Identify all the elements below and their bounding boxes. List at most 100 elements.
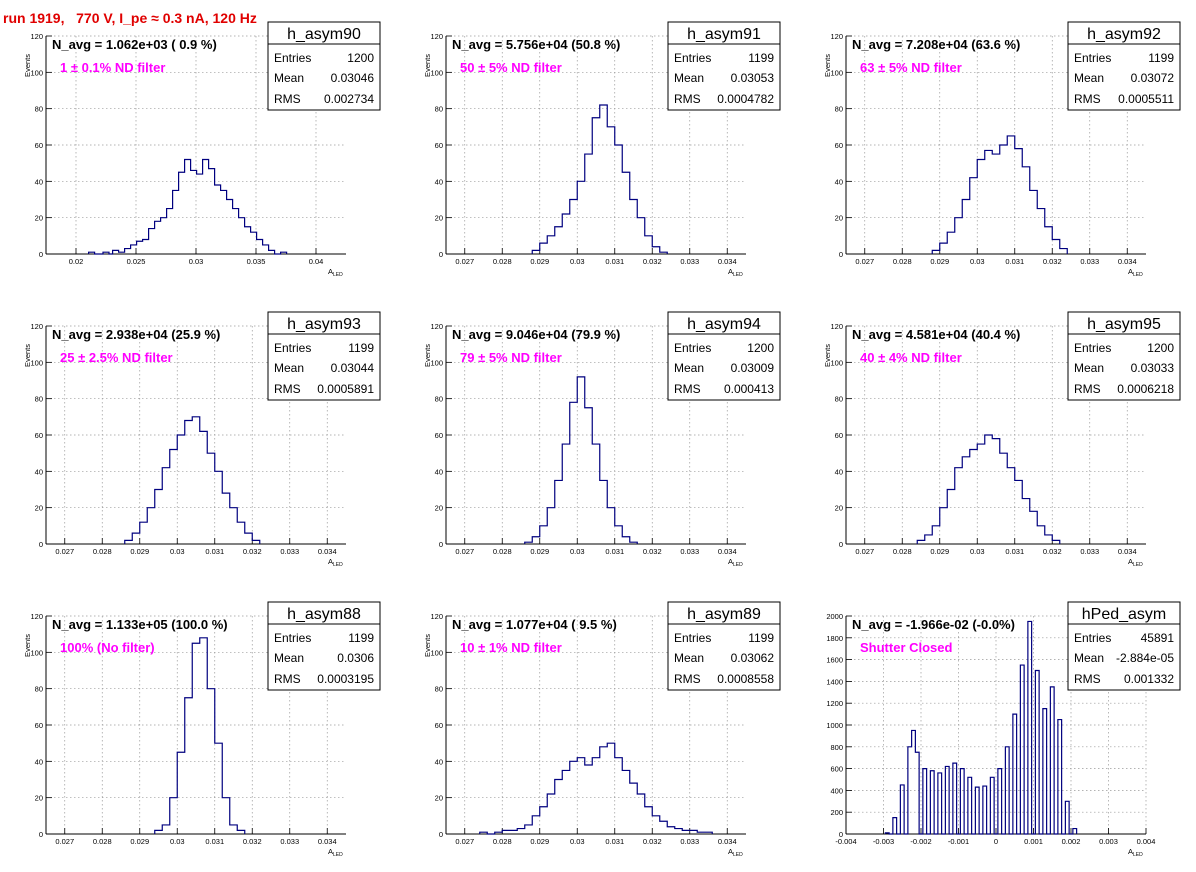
x-axis-title-subscript: LED bbox=[333, 272, 343, 278]
x-axis-title-subscript: LED bbox=[333, 562, 343, 568]
x-tick-label: 0.032 bbox=[643, 257, 662, 266]
x-axis-title-subscript: LED bbox=[1133, 272, 1143, 278]
x-axis-title-subscript: LED bbox=[733, 562, 743, 568]
stat-entries-value: 1199 bbox=[348, 631, 374, 645]
y-tick-label: 1600 bbox=[826, 656, 843, 665]
x-tick-label: 0.03 bbox=[970, 257, 985, 266]
histogram-line bbox=[931, 135, 1068, 254]
x-tick-label: 0.03 bbox=[189, 257, 204, 266]
stat-rms-value: 0.0006218 bbox=[1117, 382, 1174, 396]
x-axis-title: ALED bbox=[728, 267, 743, 278]
y-tick-label: 60 bbox=[835, 431, 843, 440]
x-tick-label: 0.031 bbox=[1005, 257, 1024, 266]
navg-label: N_avg = 5.756e+04 (50.8 %) bbox=[452, 37, 620, 52]
x-tick-label: 0.028 bbox=[93, 837, 112, 846]
stat-entries-value: 1199 bbox=[748, 51, 774, 65]
y-tick-label: 0 bbox=[439, 830, 443, 839]
y-tick-label: 120 bbox=[430, 322, 443, 331]
stat-mean-key: Mean bbox=[674, 361, 704, 375]
histogram-name: h_asym95 bbox=[1087, 316, 1161, 333]
stat-mean-key: Mean bbox=[674, 651, 704, 665]
filter-label: 40 ± 4% ND filter bbox=[860, 350, 962, 365]
x-tick-label: 0.028 bbox=[493, 837, 512, 846]
y-tick-label: 80 bbox=[835, 105, 843, 114]
y-tick-label: 60 bbox=[35, 431, 43, 440]
stats-box bbox=[267, 601, 381, 691]
y-tick-label: 40 bbox=[435, 177, 443, 186]
stats-box bbox=[1067, 21, 1181, 111]
stats-box bbox=[667, 311, 781, 401]
x-tick-label: 0.03 bbox=[570, 547, 585, 556]
stat-entries-value: 1199 bbox=[748, 631, 774, 645]
histogram-line bbox=[916, 434, 1061, 544]
x-tick-label: 0.027 bbox=[455, 257, 474, 266]
x-tick-label: 0.029 bbox=[530, 837, 549, 846]
histogram-line bbox=[884, 620, 1078, 835]
x-axis-title: ALED bbox=[1128, 267, 1143, 278]
stat-mean-value: 0.03046 bbox=[331, 71, 375, 85]
y-axis-title: Events bbox=[423, 344, 432, 367]
y-axis-title: Events bbox=[823, 344, 832, 367]
y-tick-label: 60 bbox=[35, 721, 43, 730]
x-tick-label: 0.027 bbox=[55, 547, 74, 556]
y-axis-title: Events bbox=[423, 54, 432, 77]
x-tick-label: -0.001 bbox=[948, 837, 969, 846]
x-tick-label: 0.032 bbox=[643, 837, 662, 846]
navg-label: N_avg = 4.581e+04 (40.4 %) bbox=[852, 327, 1020, 342]
x-tick-label: 0.034 bbox=[318, 837, 337, 846]
x-axis-title: ALED bbox=[328, 267, 343, 278]
y-tick-label: 40 bbox=[835, 177, 843, 186]
y-axis-title: Events bbox=[423, 634, 432, 657]
y-axis-title: Events bbox=[23, 54, 32, 77]
x-tick-label: 0.001 bbox=[1024, 837, 1043, 846]
y-tick-label: 0 bbox=[439, 540, 443, 549]
stat-rms-key: RMS bbox=[1074, 382, 1101, 396]
stat-rms-key: RMS bbox=[274, 672, 301, 686]
stat-entries-value: 45891 bbox=[1141, 631, 1175, 645]
stats-box bbox=[1067, 311, 1181, 401]
histogram-line bbox=[88, 158, 288, 255]
stat-rms-value: 0.0008558 bbox=[717, 672, 774, 686]
x-axis-title-subscript: LED bbox=[1133, 562, 1143, 568]
x-tick-label: 0.029 bbox=[130, 837, 149, 846]
y-tick-label: 20 bbox=[835, 504, 843, 513]
stat-entries-value: 1199 bbox=[348, 341, 374, 355]
x-tick-label: -0.003 bbox=[873, 837, 894, 846]
stat-rms-value: 0.0004782 bbox=[717, 92, 774, 106]
x-tick-label: 0.02 bbox=[69, 257, 84, 266]
y-tick-label: 60 bbox=[35, 141, 43, 150]
y-tick-label: 60 bbox=[435, 721, 443, 730]
y-tick-label: 100 bbox=[430, 648, 443, 657]
x-tick-label: 0 bbox=[994, 837, 998, 846]
x-tick-label: 0.032 bbox=[243, 547, 262, 556]
y-tick-label: 600 bbox=[830, 765, 843, 774]
x-tick-label: 0.028 bbox=[93, 547, 112, 556]
navg-label: N_avg = 1.133e+05 (100.0 %) bbox=[52, 617, 228, 632]
histogram-name: hPed_asym bbox=[1082, 606, 1167, 623]
y-tick-label: 0 bbox=[39, 540, 43, 549]
y-tick-label: 1200 bbox=[826, 699, 843, 708]
stat-rms-value: 0.001332 bbox=[1124, 672, 1174, 686]
filter-label: 100% (No filter) bbox=[60, 640, 155, 655]
x-tick-label: 0.027 bbox=[455, 547, 474, 556]
y-axis-title: Events bbox=[23, 634, 32, 657]
stat-rms-key: RMS bbox=[1074, 92, 1101, 106]
stats-box bbox=[267, 21, 381, 111]
stat-mean-value: 0.03062 bbox=[731, 651, 775, 665]
histogram-name: h_asym89 bbox=[687, 606, 761, 623]
y-tick-label: 120 bbox=[30, 612, 43, 621]
x-tick-label: 0.031 bbox=[605, 837, 624, 846]
y-tick-label: 120 bbox=[30, 322, 43, 331]
y-tick-label: 100 bbox=[30, 68, 43, 77]
stat-mean-value: 0.03033 bbox=[1131, 361, 1175, 375]
x-tick-label: 0.003 bbox=[1099, 837, 1118, 846]
x-tick-label: 0.032 bbox=[243, 837, 262, 846]
y-tick-label: 40 bbox=[35, 757, 43, 766]
y-tick-label: 80 bbox=[435, 105, 443, 114]
histogram-name: h_asym92 bbox=[1087, 26, 1161, 43]
x-tick-label: 0.004 bbox=[1137, 837, 1156, 846]
x-tick-label: -0.004 bbox=[835, 837, 856, 846]
y-tick-label: 100 bbox=[430, 358, 443, 367]
histogram-name: h_asym90 bbox=[287, 26, 361, 43]
